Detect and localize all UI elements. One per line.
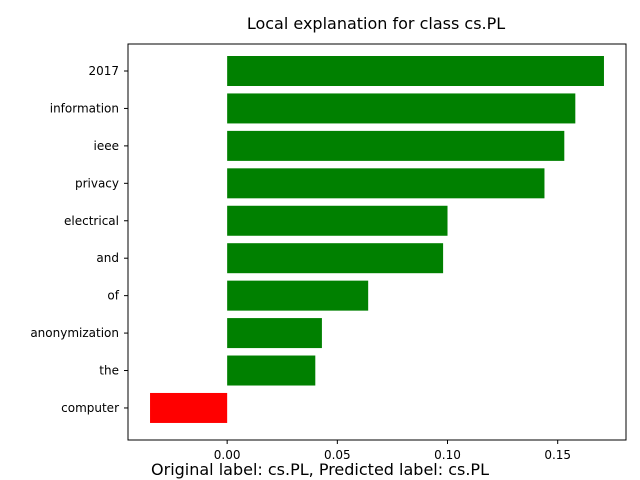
chart-title: Local explanation for class cs.PL [247, 14, 505, 33]
y-tick-label: information [50, 101, 119, 115]
bar-the [227, 355, 316, 386]
x-tick-label: 0.00 [214, 448, 241, 462]
x-tick-label: 0.10 [434, 448, 461, 462]
y-tick-label: and [96, 251, 119, 265]
x-tick-label: 0.05 [324, 448, 351, 462]
bars-layer [150, 56, 604, 423]
bar-information [227, 93, 576, 124]
bar-of [227, 280, 369, 311]
y-tick-label: of [107, 289, 119, 303]
y-tick-label: privacy [75, 176, 119, 190]
x-tick-label: 0.15 [544, 448, 571, 462]
y-tick-label: computer [61, 401, 119, 415]
bar-privacy [227, 168, 545, 199]
bar-computer [150, 392, 228, 423]
caption: Original label: cs.PL, Predicted label: … [151, 460, 489, 479]
y-axis: 2017 information ieee privacy electrical and o… [30, 64, 128, 415]
x-axis: 0.00 0.05 0.10 0.15 [214, 440, 571, 462]
y-tick-label: anonymization [30, 326, 119, 340]
bar-2017 [227, 56, 604, 86]
bar-ieee [227, 130, 565, 161]
bar-anonymization [227, 318, 322, 349]
plot-frame [127, 43, 627, 441]
y-tick-label: ieee [94, 139, 119, 153]
bar-and [227, 243, 444, 274]
y-tick-label: 2017 [88, 64, 119, 78]
y-tick-label: electrical [64, 214, 119, 228]
bar-electrical [227, 205, 448, 236]
y-tick-label: the [99, 364, 119, 378]
